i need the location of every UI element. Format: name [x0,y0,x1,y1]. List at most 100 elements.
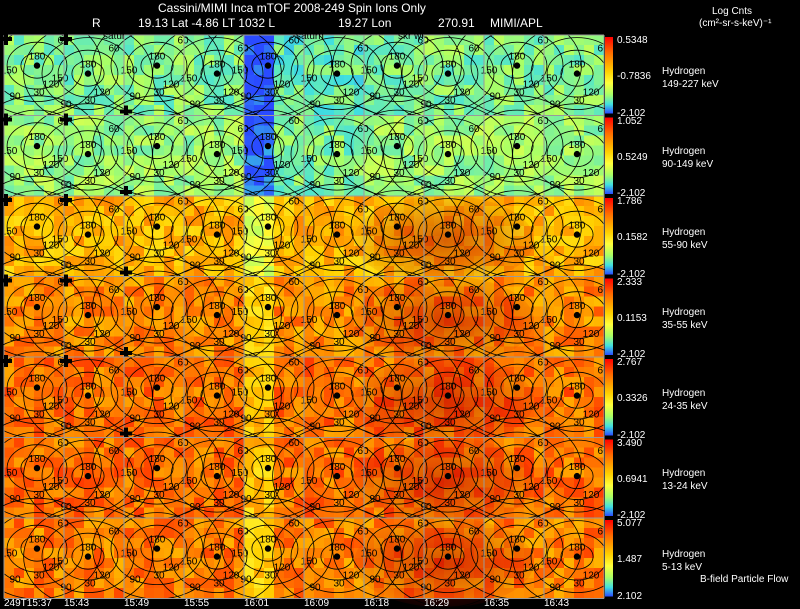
heatmap-cell [524,266,534,276]
contour-label: 30 [333,96,345,107]
contour-label: 150 [232,388,249,399]
contour-label: 30 [264,249,276,260]
heatmap-cell [514,95,524,105]
contour-line [110,351,204,424]
heatmap-cell [584,185,594,196]
contour-line [0,351,84,424]
heatmap-cell [94,437,104,448]
heatmap-cell [274,115,284,126]
contour-label: 150 [1,227,18,238]
contour-label: 30 [513,329,525,340]
contour-label: 60 [537,116,549,127]
heatmap-cell [284,226,294,236]
heatmap-cell [354,367,364,377]
origin-marker [513,142,521,150]
heatmap-cell [54,346,64,357]
contour-label: 180 [329,543,346,554]
heatmap-cell [4,487,14,498]
contour-line [350,190,444,263]
origin-marker [84,472,92,480]
heatmap-cell [104,507,114,518]
heatmap-cell [434,165,444,176]
heatmap-cell [64,226,74,236]
heatmap-cell [154,497,164,508]
contour-label: 90 [489,414,501,425]
heatmap-cell [294,367,304,377]
heatmap-cell [564,75,574,85]
heatmap-cell [84,437,94,448]
heatmap-cell [504,135,514,146]
heatmap-cell [164,467,174,478]
heatmap-cell [234,346,244,357]
heatmap-cell [344,326,354,337]
contour-label: 90 [129,253,141,264]
heatmap-cell [364,155,374,166]
colorbar-min-label: -2.102 [617,268,646,280]
heatmap-cell [234,75,244,85]
heatmap-cell [14,357,24,367]
heatmap-cell [324,216,334,226]
contour-label: 120 [403,241,420,252]
heatmap-cell [14,105,24,115]
heatmap-cell [154,578,164,588]
heatmap-cell [104,145,114,156]
colorbar-max-label: 1.052 [617,115,643,127]
heatmap-cell [144,457,154,468]
heatmap-cell [324,548,334,558]
heatmap-cell [284,578,294,588]
heatmap-cell [584,387,594,397]
heatmap-cell [24,175,34,186]
heatmap-cell [264,497,274,508]
heatmap-cell [254,346,264,357]
heatmap-cell [184,487,194,498]
heatmap-cell [234,507,244,518]
heatmap-cell [294,256,304,266]
heatmap-cell [284,206,294,216]
heatmap-cell [204,437,214,448]
heatmap-cell [324,45,334,55]
heatmap-cell [14,246,24,256]
heatmap-cell [554,336,564,347]
heatmap-cell [224,558,234,568]
heatmap-cell [594,548,604,558]
heatmap-cell [14,407,24,417]
heatmap-cell [164,548,174,558]
heatmap-cell [4,387,14,397]
contour-label: 150 [412,315,429,326]
contour-label: 90 [369,494,381,505]
heatmap-cell [354,497,364,508]
heatmap-cell [94,85,104,95]
heatmap-cell [174,336,184,347]
heatmap-cell [154,397,164,407]
heatmap-cell [94,528,104,538]
heatmap-cell [94,65,104,75]
contour-label: 60 [468,124,480,135]
heatmap-cell [544,105,554,115]
contour-line [290,520,384,593]
contour-label: 60 [108,205,120,216]
contour-label: 60 [177,36,189,47]
contour-label: 180 [509,213,526,224]
contour-label: 90 [60,422,72,433]
heatmap-cell [484,175,494,186]
heatmap-cell [324,266,334,276]
heatmap-cell [174,165,184,176]
time-tick-label: 16:18 [364,598,390,609]
heatmap-cell [514,175,524,186]
heatmap-cell [24,115,34,126]
heatmap-cell [574,507,584,518]
heatmap-cell [374,185,384,196]
contour-label: 180 [569,140,586,151]
heatmap-cell [244,568,254,578]
heatmap-cell [104,115,114,126]
heatmap-cell [164,266,174,276]
contour-label: 180 [329,221,346,232]
heatmap-cell [474,35,484,45]
heatmap-cell [304,326,314,337]
contour-line [110,29,204,102]
heatmap-cell [144,357,154,367]
heatmap-cell [74,65,84,75]
heatmap-cell [104,95,114,105]
heatmap-cell [94,55,104,65]
contour-label: 120 [274,402,291,413]
